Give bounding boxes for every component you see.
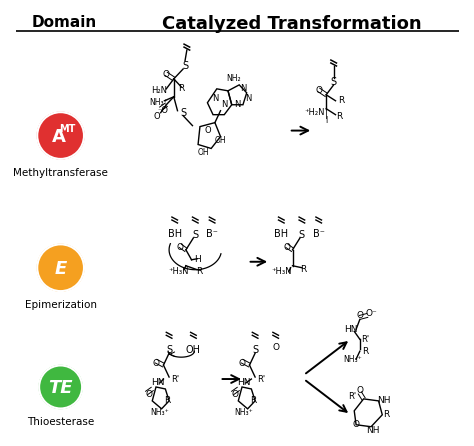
Text: O: O [177,244,184,252]
Text: S: S [180,107,186,118]
Text: NH₃⁺: NH₃⁺ [235,408,253,417]
Text: R: R [383,410,389,419]
Text: R': R' [171,375,179,384]
Text: S: S [330,77,337,87]
Text: S: S [192,230,198,240]
Text: O: O [154,112,160,121]
Text: HN: HN [344,325,357,334]
Text: R: R [336,112,342,121]
Text: B⁻: B⁻ [313,229,325,239]
Text: TE: TE [48,379,73,397]
Text: O: O [231,390,238,400]
Text: ⁺H₃N: ⁺H₃N [168,267,189,276]
Text: O: O [163,70,170,79]
Text: Domain: Domain [32,15,97,30]
Text: OH: OH [215,136,226,145]
Text: O: O [272,343,279,352]
Text: ⁺H₃N: ⁺H₃N [271,267,292,276]
Text: OH: OH [198,148,210,157]
Text: Thioesterase: Thioesterase [27,417,94,427]
Text: N: N [221,100,228,109]
Text: NH: NH [377,396,391,405]
Text: ⁺H₂N: ⁺H₂N [305,108,325,117]
Text: O: O [315,87,322,95]
Text: S: S [252,345,258,355]
Text: NH₂: NH₂ [226,74,241,83]
Text: BH: BH [168,229,182,239]
Text: HN: HN [237,379,251,388]
Circle shape [37,112,84,159]
Text: R: R [362,347,369,356]
Circle shape [39,365,82,409]
Text: S: S [166,345,172,355]
Text: R': R' [348,392,356,401]
Text: A: A [52,128,66,145]
Text: H₂N: H₂N [151,87,167,95]
Text: HN: HN [151,379,164,388]
Text: NH₃⁺: NH₃⁺ [150,408,169,417]
Text: O⁻: O⁻ [365,309,377,318]
Text: Catalyzed Transformation: Catalyzed Transformation [162,15,421,33]
Text: O: O [238,359,246,368]
Circle shape [37,244,84,291]
Text: BH: BH [274,229,288,239]
Text: O: O [145,390,152,400]
Text: Methyltransferase: Methyltransferase [13,168,108,178]
Text: I: I [325,116,328,125]
Text: NH₃⁺: NH₃⁺ [149,98,168,107]
Text: R: R [250,396,256,405]
Text: B⁻: B⁻ [206,229,218,239]
Text: N: N [212,94,218,103]
Text: H: H [194,255,201,264]
Text: O: O [204,126,211,135]
Text: R: R [164,396,170,405]
Text: N: N [234,100,240,109]
Text: O: O [353,420,360,429]
Text: |: | [325,110,328,119]
Text: R: R [301,265,307,274]
Text: Epimerization: Epimerization [25,300,97,310]
Text: NH₃⁺: NH₃⁺ [343,355,362,363]
Text: N: N [246,94,252,103]
Text: O: O [356,386,364,396]
Text: S: S [183,61,189,71]
Text: NH: NH [366,426,380,435]
Text: OH: OH [186,345,201,355]
Text: O: O [356,311,364,320]
Text: ⁻O: ⁻O [157,106,168,115]
Text: MT: MT [59,124,75,134]
Text: S: S [299,230,305,240]
Text: R: R [196,267,202,276]
Text: O: O [153,359,159,368]
Text: E: E [55,260,67,278]
Text: R': R' [361,335,370,344]
Text: R: R [338,96,344,105]
Text: R': R' [256,375,265,384]
Text: N: N [240,84,246,93]
Text: R: R [178,84,184,93]
Text: O: O [283,244,291,252]
